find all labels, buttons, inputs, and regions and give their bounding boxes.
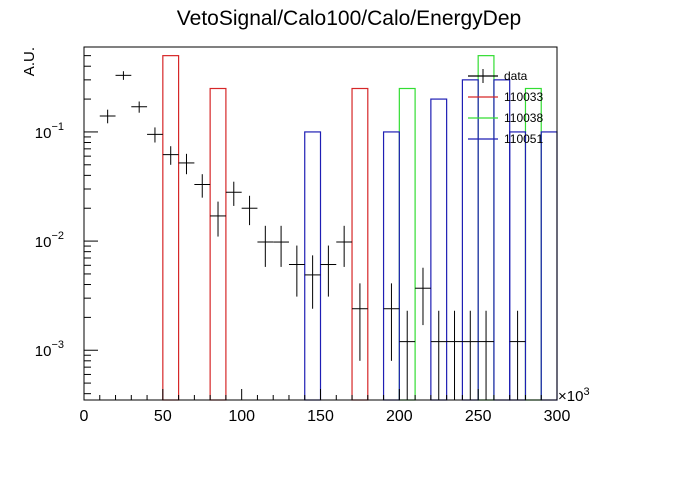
legend-item-110033: 110033	[468, 90, 543, 104]
data-point	[194, 174, 211, 198]
data-point	[462, 310, 479, 400]
x-tick-label: 150	[307, 408, 334, 425]
x-tick-label: 50	[154, 408, 172, 425]
x-tick-label: 200	[386, 408, 413, 425]
data-point	[430, 310, 447, 400]
x-tick-label: 300	[544, 408, 571, 425]
data-point	[225, 181, 242, 206]
data-point	[336, 225, 353, 267]
data-point	[257, 225, 274, 267]
y-axis-label: A.U.	[21, 47, 38, 76]
chart-title: VetoSignal/Calo100/Calo/EnergyDep	[177, 7, 521, 30]
data-point	[383, 283, 400, 361]
data-point	[147, 127, 163, 143]
data-point	[99, 109, 116, 124]
data-point	[115, 71, 132, 80]
data-point	[320, 245, 337, 297]
legend-item-110038: 110038	[468, 111, 543, 125]
data-point	[478, 310, 494, 400]
data-point	[178, 153, 195, 175]
hist-bar-110033-1	[209, 87, 227, 401]
hist-bar-110051-6	[540, 131, 558, 401]
data-point	[399, 310, 416, 400]
data-point	[162, 146, 179, 165]
data-point	[304, 255, 321, 309]
data-point	[131, 101, 148, 113]
y-tick-label-exponent: −3	[51, 339, 64, 351]
legend-label: data	[504, 69, 528, 83]
legend-item-110051: 110051	[468, 132, 543, 146]
x-tick-label: 250	[465, 408, 492, 425]
y-tick-label: 10−1	[35, 121, 64, 142]
data-point	[210, 201, 226, 237]
hist-bar-110033-0	[162, 55, 180, 401]
x-axis-multiplier: ×103	[558, 386, 590, 405]
x-axis-multiplier-exponent: 3	[583, 386, 589, 398]
y-tick-label-exponent: −2	[51, 230, 64, 242]
data-points-layer	[99, 71, 526, 400]
y-tick-label: 10−2	[35, 230, 64, 251]
data-point	[509, 310, 526, 400]
legend-label: 110033	[504, 90, 543, 104]
data-point	[288, 245, 305, 297]
x-tick-label: 100	[228, 408, 255, 425]
y-tick-label: 10−3	[35, 339, 64, 360]
legend-label: 110038	[504, 111, 543, 125]
legend: data 110033 110038 110051	[468, 69, 543, 146]
legend-item-data: data	[468, 69, 528, 83]
data-point	[415, 267, 431, 326]
data-point	[446, 310, 463, 400]
hist-bar-110051-4	[493, 79, 511, 401]
x-tick-label: 0	[80, 408, 89, 425]
data-point	[273, 225, 289, 267]
data-point	[352, 283, 368, 361]
data-point	[241, 195, 258, 226]
y-tick-label-exponent: −1	[51, 121, 64, 133]
legend-label: 110051	[504, 132, 543, 146]
